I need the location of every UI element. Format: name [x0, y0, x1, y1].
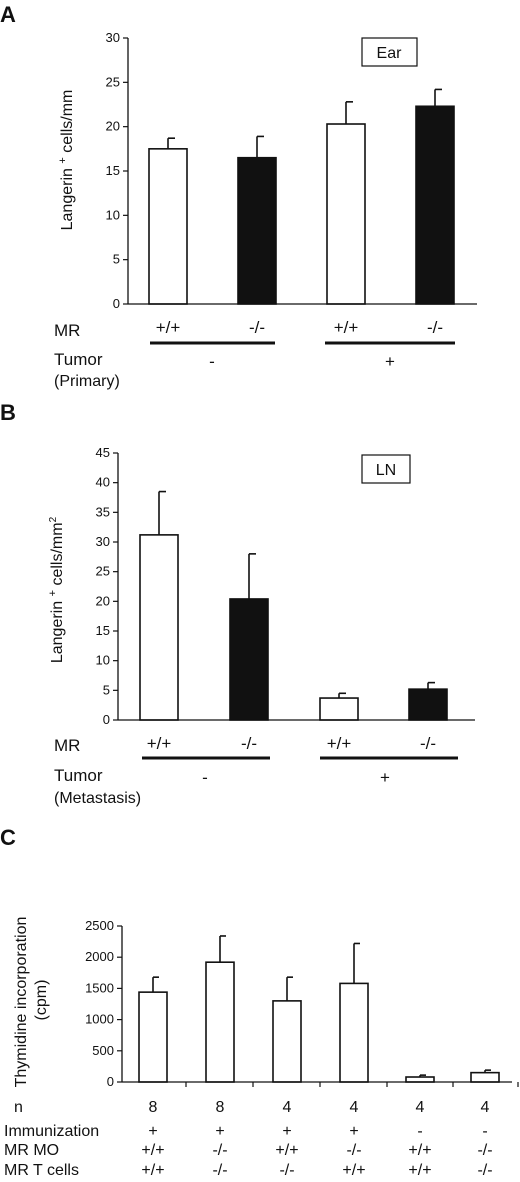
bar [408, 688, 448, 721]
condition-value: + [349, 1123, 358, 1140]
bar [139, 534, 179, 721]
panel-a-primary-label: (Primary) [54, 373, 120, 390]
bar [470, 1071, 500, 1083]
y-tick-label: 0 [113, 296, 120, 311]
y-tick-label: 10 [96, 653, 110, 668]
condition-value: - [417, 1123, 422, 1140]
panel-a-tumor-label: Tumor [54, 350, 103, 369]
y-tick-label: 35 [96, 504, 110, 519]
y-tick-label: 20 [96, 593, 110, 608]
y-tick-label: 10 [106, 207, 120, 222]
panel-a-y-axis-label: Langerin + cells/mm [57, 90, 76, 231]
condition-row-label: MR MO [4, 1142, 59, 1159]
bar [237, 156, 277, 305]
condition-value: 4 [416, 1099, 425, 1116]
genotype-label: +/+ [156, 318, 181, 337]
y-tick-label: 2000 [85, 949, 114, 964]
y-tick-label: 0 [107, 1074, 114, 1089]
bar [229, 598, 269, 721]
y-tick-label: 500 [92, 1043, 114, 1058]
condition-value: -/- [477, 1162, 492, 1179]
panel-a-group-minus: - [209, 352, 215, 371]
panel-a-mr-label: MR [54, 321, 80, 340]
panel-b-metastasis-label: (Metastasis) [54, 790, 141, 807]
condition-value: 4 [283, 1099, 292, 1116]
bar [205, 961, 235, 1083]
panel-c: C 0 500 1000 1500 2000 2500 Thymidine incorpo… [0, 825, 519, 1179]
condition-value: - [482, 1123, 487, 1140]
condition-value: -/- [477, 1142, 492, 1159]
condition-row-label: MR T cells [4, 1162, 79, 1179]
panel-b: B 0 5 10 15 20 25 30 35 40 45 Langerin + cells/mm… [0, 400, 475, 807]
condition-value: -/- [346, 1142, 361, 1159]
bar [339, 982, 369, 1083]
condition-value: 4 [350, 1099, 359, 1116]
y-tick-label: 2500 [85, 918, 114, 933]
panel-c-letter: C [0, 825, 16, 850]
panel-b-legend-label: LN [376, 462, 396, 479]
bar [405, 1076, 435, 1083]
panel-c-y-axis-label-1: Thymidine incorporation [13, 917, 30, 1088]
panel-a-group-plus: + [385, 352, 395, 371]
y-tick-label: 25 [106, 74, 120, 89]
y-tick-label: 5 [113, 252, 120, 267]
bar [415, 105, 455, 305]
panel-b-mr-label: MR [54, 736, 80, 755]
panel-b-tumor-label: Tumor [54, 766, 103, 785]
y-tick-label: 15 [106, 163, 120, 178]
condition-value: +/+ [408, 1162, 431, 1179]
condition-value: -/- [279, 1162, 294, 1179]
condition-value: 4 [481, 1099, 490, 1116]
panel-c-y-axis-label-2: (cpm) [33, 980, 50, 1021]
genotype-label: +/+ [334, 318, 359, 337]
condition-value: + [282, 1123, 291, 1140]
bar [326, 123, 366, 305]
genotype-label: +/+ [327, 734, 352, 753]
condition-value: +/+ [342, 1162, 365, 1179]
condition-row-label: n [14, 1099, 23, 1116]
panel-a-legend-label: Ear [377, 45, 403, 62]
panel-a-legend-box [361, 37, 418, 67]
y-tick-label: 30 [106, 30, 120, 45]
condition-value: +/+ [275, 1142, 298, 1159]
genotype-label: -/- [420, 734, 436, 753]
panel-b-group-plus: + [380, 768, 390, 787]
panel-b-letter: B [0, 400, 16, 425]
condition-value: + [148, 1123, 157, 1140]
bar [319, 697, 359, 721]
condition-value: 8 [216, 1099, 225, 1116]
y-tick-label: 0 [103, 712, 110, 727]
y-tick-label: 25 [96, 564, 110, 579]
y-tick-label: 30 [96, 534, 110, 549]
y-tick-label: 15 [96, 623, 110, 638]
y-tick-label: 1500 [85, 980, 114, 995]
y-tick-label: 45 [96, 445, 110, 460]
genotype-label: +/+ [147, 734, 172, 753]
panel-a-letter: A [0, 2, 16, 27]
bar [148, 148, 188, 305]
panel-b-legend-box [361, 454, 411, 484]
panel-a: A 0 5 10 15 20 25 30 Langerin + cells/mm Ear M… [0, 2, 477, 390]
y-tick-label: 1000 [85, 1012, 114, 1027]
y-tick-label: 5 [103, 682, 110, 697]
condition-value: -/- [212, 1162, 227, 1179]
y-tick-label: 40 [96, 475, 110, 490]
condition-value: +/+ [141, 1142, 164, 1159]
condition-value: + [215, 1123, 224, 1140]
condition-row-label: Immunization [4, 1123, 99, 1140]
genotype-label: -/- [427, 318, 443, 337]
bar [272, 1000, 302, 1083]
bar [138, 991, 168, 1083]
condition-value: +/+ [408, 1142, 431, 1159]
y-tick-label: 20 [106, 119, 120, 134]
condition-value: +/+ [141, 1162, 164, 1179]
condition-value: -/- [212, 1142, 227, 1159]
genotype-label: -/- [241, 734, 257, 753]
panel-b-group-minus: - [202, 768, 208, 787]
genotype-label: -/- [249, 318, 265, 337]
panel-b-y-axis-label: Langerin + cells/mm2 [47, 516, 66, 663]
condition-value: 8 [149, 1099, 158, 1116]
